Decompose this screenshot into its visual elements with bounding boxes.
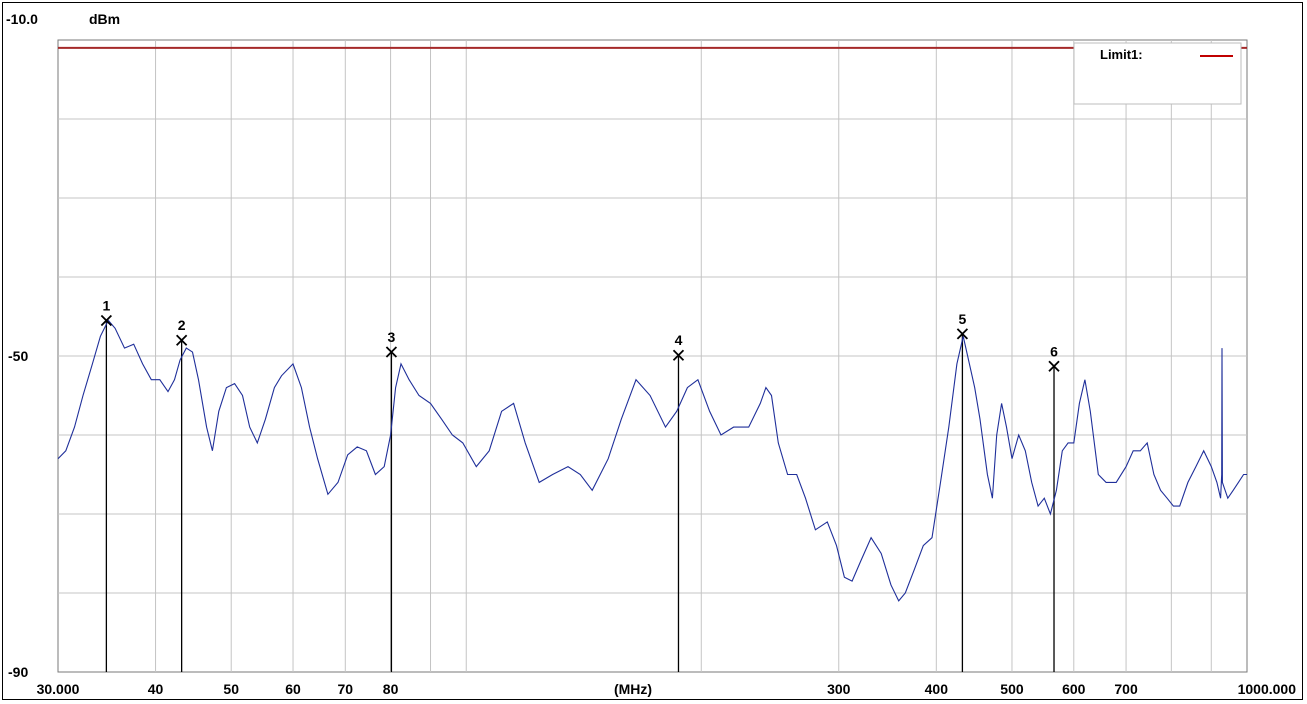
x-tick-label: 400 bbox=[925, 681, 949, 697]
legend-box: Limit1: bbox=[1073, 42, 1242, 105]
y-unit-label: dBm bbox=[89, 11, 120, 27]
marker-label: 2 bbox=[178, 317, 186, 333]
y-top-label: -10.0 bbox=[6, 11, 38, 27]
marker-x bbox=[176, 334, 188, 346]
marker-x bbox=[956, 328, 969, 340]
x-tick-labels: 30.000 40 50 60 70 80 300 400 500 600 700 1000.000 bbox=[37, 681, 1297, 697]
x-tick-label: 30.000 bbox=[37, 681, 80, 697]
x-tick-label: 1000.000 bbox=[1238, 681, 1297, 697]
x-tick-label: 600 bbox=[1062, 681, 1086, 697]
x-tick-label: 40 bbox=[148, 681, 164, 697]
marker-x bbox=[385, 346, 398, 358]
horizontal-gridlines bbox=[58, 118, 1247, 594]
x-tick-label: 60 bbox=[285, 681, 301, 697]
marker-label: 4 bbox=[675, 332, 683, 348]
marker-x bbox=[672, 349, 685, 361]
marker-x bbox=[100, 314, 113, 327]
marker-lines bbox=[105, 320, 1055, 672]
marker-label: 5 bbox=[959, 311, 967, 327]
x-tick-label: 300 bbox=[827, 681, 851, 697]
x-unit-label: (MHz) bbox=[614, 681, 652, 697]
x-tick-label: 500 bbox=[1000, 681, 1024, 697]
x-tick-label: 70 bbox=[338, 681, 354, 697]
legend-label: Limit1: bbox=[1100, 47, 1143, 62]
y-tick-label: -90 bbox=[8, 664, 28, 680]
marker-label: 6 bbox=[1050, 343, 1058, 359]
y-tick-labels: -50 -90 bbox=[8, 348, 28, 680]
spectrum-trace bbox=[57, 319, 1247, 602]
y-tick-label: -50 bbox=[8, 348, 28, 364]
peak-markers: 1 2 3 4 5 6 bbox=[100, 297, 1060, 372]
marker-x bbox=[1048, 360, 1060, 372]
marker-label: 1 bbox=[102, 297, 110, 313]
x-tick-label: 80 bbox=[383, 681, 399, 697]
x-tick-label: 700 bbox=[1114, 681, 1138, 697]
legend-frame bbox=[1073, 42, 1242, 105]
x-tick-label: 50 bbox=[223, 681, 239, 697]
marker-label: 3 bbox=[388, 329, 396, 345]
spectrum-plot: -10.0 dBm -50 -90 30.000 40 50 60 70 80 300 400 5… bbox=[6, 11, 1297, 697]
